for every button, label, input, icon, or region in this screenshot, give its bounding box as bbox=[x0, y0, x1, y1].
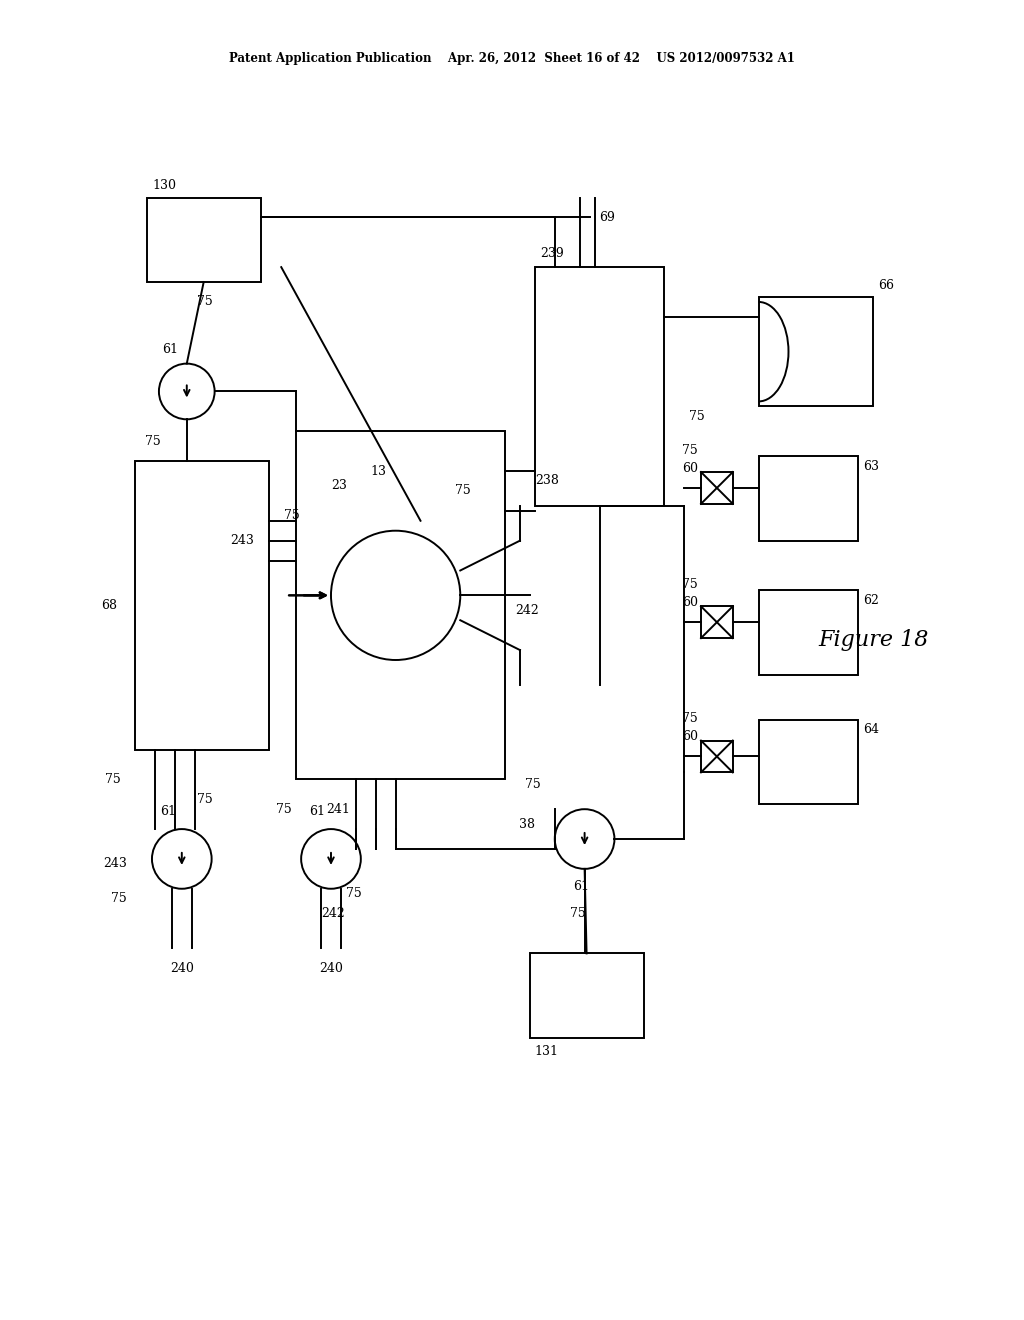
Bar bbox=[701, 741, 733, 772]
Text: 61: 61 bbox=[309, 805, 325, 817]
Text: 61: 61 bbox=[572, 880, 589, 894]
Text: 60: 60 bbox=[682, 595, 698, 609]
Text: 62: 62 bbox=[863, 594, 879, 607]
Text: 75: 75 bbox=[112, 892, 127, 906]
Text: 239: 239 bbox=[540, 247, 563, 260]
Bar bbox=[701, 606, 733, 638]
Text: 75: 75 bbox=[569, 907, 586, 920]
Text: 69: 69 bbox=[599, 211, 615, 224]
Text: 131: 131 bbox=[535, 1045, 559, 1059]
Circle shape bbox=[555, 809, 614, 869]
Text: 242: 242 bbox=[322, 907, 345, 920]
Text: 240: 240 bbox=[170, 962, 194, 974]
Text: 241: 241 bbox=[326, 803, 350, 816]
Text: 130: 130 bbox=[152, 180, 176, 193]
Text: 75: 75 bbox=[682, 578, 697, 591]
Circle shape bbox=[301, 829, 360, 888]
Text: 75: 75 bbox=[346, 887, 361, 900]
Bar bbox=[759, 590, 858, 675]
Text: 238: 238 bbox=[535, 474, 559, 487]
Text: 75: 75 bbox=[285, 510, 300, 523]
Text: 75: 75 bbox=[682, 444, 697, 457]
Text: 243: 243 bbox=[103, 858, 127, 870]
Text: 63: 63 bbox=[863, 459, 879, 473]
Circle shape bbox=[159, 363, 215, 420]
Text: 75: 75 bbox=[197, 296, 212, 309]
Text: 243: 243 bbox=[230, 535, 254, 548]
Text: 61: 61 bbox=[160, 805, 176, 817]
Bar bbox=[759, 457, 858, 541]
Text: 75: 75 bbox=[197, 793, 212, 805]
Text: 75: 75 bbox=[682, 713, 697, 725]
Text: 75: 75 bbox=[105, 772, 121, 785]
Text: 75: 75 bbox=[145, 434, 161, 447]
Text: 242: 242 bbox=[515, 603, 539, 616]
Text: 60: 60 bbox=[682, 730, 698, 743]
Circle shape bbox=[331, 531, 460, 660]
Bar bbox=[529, 953, 644, 1038]
Bar bbox=[147, 198, 261, 282]
Bar bbox=[759, 297, 873, 407]
Text: 75: 75 bbox=[276, 803, 292, 816]
Text: 75: 75 bbox=[456, 484, 471, 498]
Text: 75: 75 bbox=[689, 409, 705, 422]
Bar bbox=[296, 432, 505, 779]
Text: 13: 13 bbox=[371, 465, 387, 478]
Text: 60: 60 bbox=[682, 462, 698, 475]
Bar bbox=[759, 719, 858, 804]
Bar bbox=[701, 473, 733, 504]
Text: 75: 75 bbox=[525, 777, 541, 791]
Text: Patent Application Publication    Apr. 26, 2012  Sheet 16 of 42    US 2012/00975: Patent Application Publication Apr. 26, … bbox=[229, 51, 795, 65]
Circle shape bbox=[152, 829, 212, 888]
Text: 61: 61 bbox=[162, 343, 178, 356]
Text: 38: 38 bbox=[519, 817, 535, 830]
Text: 66: 66 bbox=[878, 279, 894, 292]
Text: 240: 240 bbox=[319, 962, 343, 974]
Text: 23: 23 bbox=[331, 479, 347, 492]
Text: 64: 64 bbox=[863, 723, 879, 737]
Bar bbox=[135, 461, 269, 750]
Bar bbox=[535, 267, 665, 506]
Text: Figure 18: Figure 18 bbox=[818, 630, 929, 651]
Text: 68: 68 bbox=[101, 599, 117, 611]
